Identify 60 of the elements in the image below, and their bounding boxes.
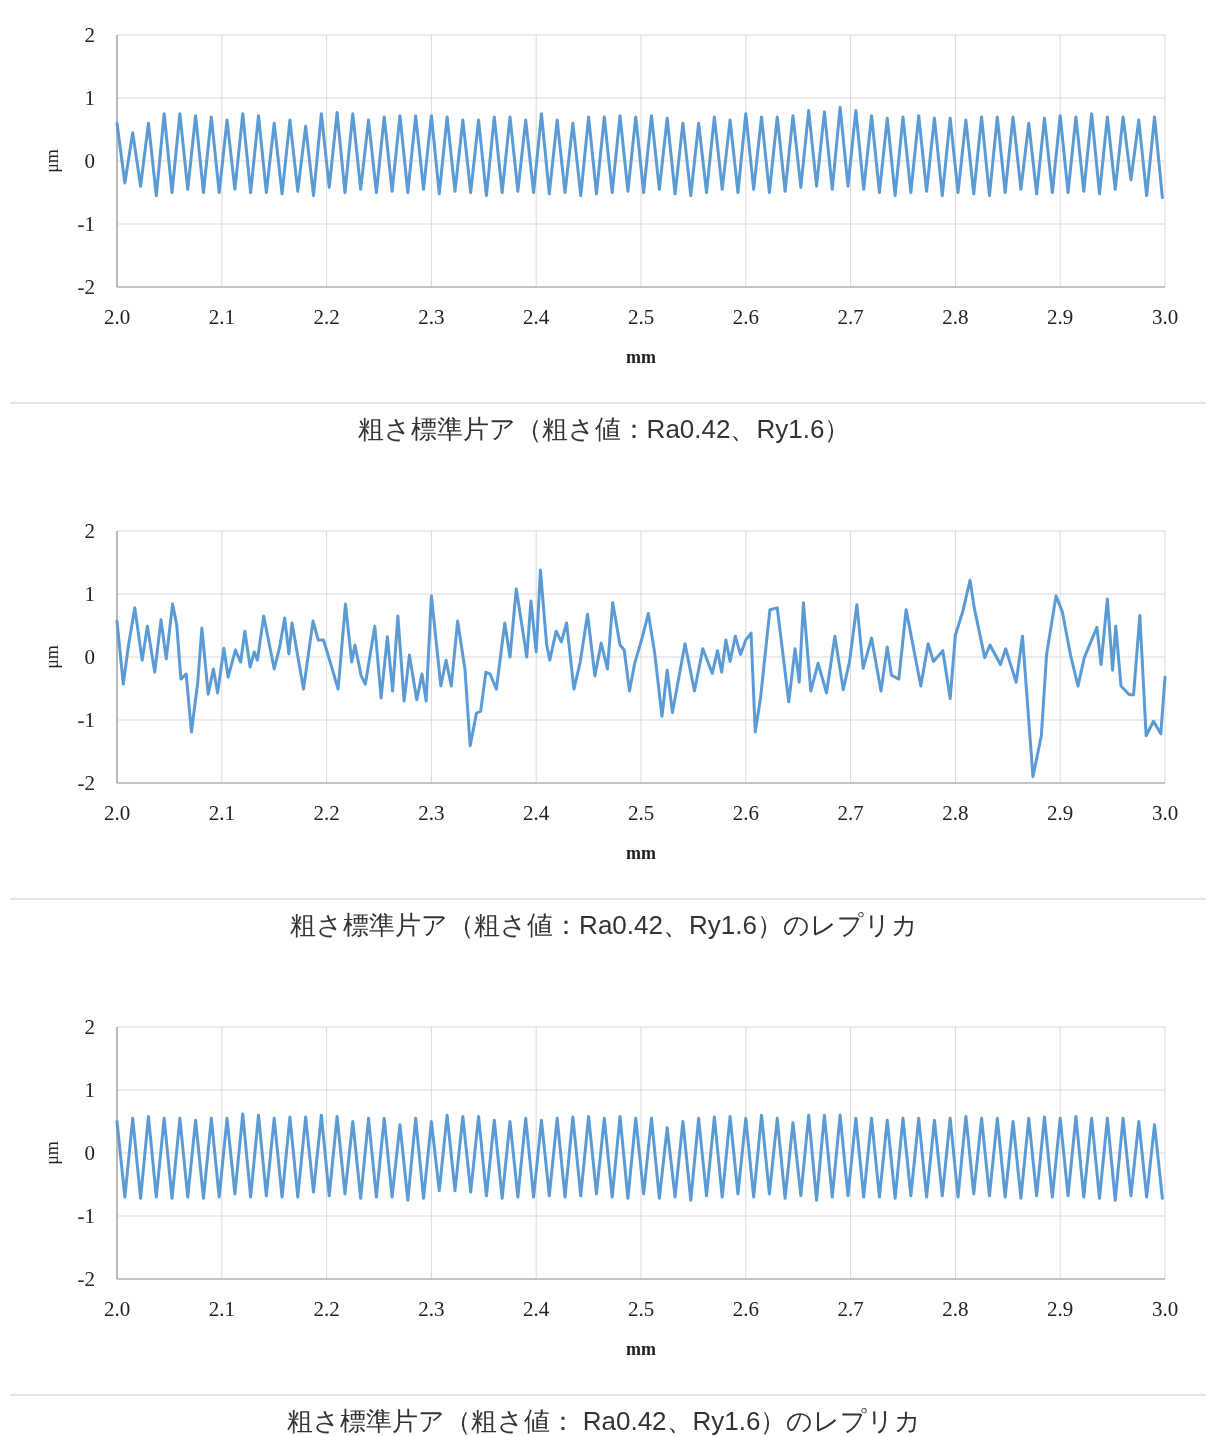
x-tick-label: 2.5 [627,801,655,825]
x-tick-label: 2.3 [418,801,445,825]
y-tick-label: -1 [77,212,95,236]
x-axis-title: mm [626,347,656,367]
x-tick-label: 2.3 [418,1297,445,1321]
x-axis-title: mm [626,1339,656,1359]
text: 粗さ標準片ア（粗さ値：Ra0.42、Ry1.6） [357,414,851,444]
y-tick-label: 1 [84,86,95,110]
x-tick-label: 2.3 [418,305,445,329]
x-tick-label: 2.6 [732,801,759,825]
y-tick-label: 1 [84,582,95,606]
x-tick-label: 2.5 [627,1297,655,1321]
x-tick-label: 2.2 [313,1297,340,1321]
y-axis-title: μm [42,1141,62,1165]
x-tick-label: 2.9 [1047,801,1074,825]
y-tick-label: 0 [84,1141,95,1165]
y-tick-label: 2 [84,23,95,47]
y-tick-label: 0 [84,645,95,669]
y-tick-label: 1 [84,1078,95,1102]
x-tick-label: 2.1 [208,305,235,329]
line-series [115,1112,1164,1202]
y-tick-label: -1 [77,1204,95,1228]
x-tick-label: 2.1 [208,1297,235,1321]
x-tick-label: 2.9 [1047,1297,1074,1321]
x-tick-label: 2.7 [837,801,864,825]
y-tick-label: 2 [84,519,95,543]
x-tick-label: 3.0 [1151,305,1179,329]
x-axis-title: mm [626,843,656,863]
text: 粗さ標準片ア（粗さ値：Ra0.42、Ry1.6）のレプリカ [290,910,918,940]
x-tick-label: 2.4 [523,305,550,329]
x-tick-label: 2.7 [837,305,864,329]
line-series [115,568,1167,779]
x-tick-label: 2.6 [732,305,759,329]
text: 粗さ標準片ア（粗さ値： Ra0.42、Ry1.6）のレプリカ [286,1406,922,1436]
x-tick-label: 2.4 [523,801,550,825]
x-tick-label: 2.6 [732,1297,759,1321]
line-series [115,105,1164,200]
y-tick-label: -2 [77,1267,95,1291]
y-axis-title: μm [42,645,62,669]
x-tick-label: 2.0 [103,801,131,825]
y-tick-label: -2 [77,771,95,795]
x-tick-label: 2.5 [627,305,655,329]
x-tick-label: 2.4 [523,1297,550,1321]
x-tick-label: 2.8 [942,801,969,825]
x-tick-label: 3.0 [1151,801,1179,825]
y-tick-label: -1 [77,708,95,732]
x-tick-label: 2.8 [942,305,969,329]
x-tick-label: 2.2 [313,801,340,825]
x-tick-label: 2.1 [208,801,235,825]
x-tick-label: 3.0 [1151,1297,1179,1321]
x-tick-label: 2.7 [837,1297,864,1321]
x-tick-label: 2.9 [1047,305,1074,329]
y-axis-title: μm [42,149,62,173]
y-tick-label: 0 [84,149,95,173]
y-tick-label: -2 [77,275,95,299]
x-tick-label: 2.0 [103,305,131,329]
x-tick-label: 2.2 [313,305,340,329]
y-tick-label: 2 [84,1015,95,1039]
x-tick-label: 2.0 [103,1297,131,1321]
x-tick-label: 2.8 [942,1297,969,1321]
